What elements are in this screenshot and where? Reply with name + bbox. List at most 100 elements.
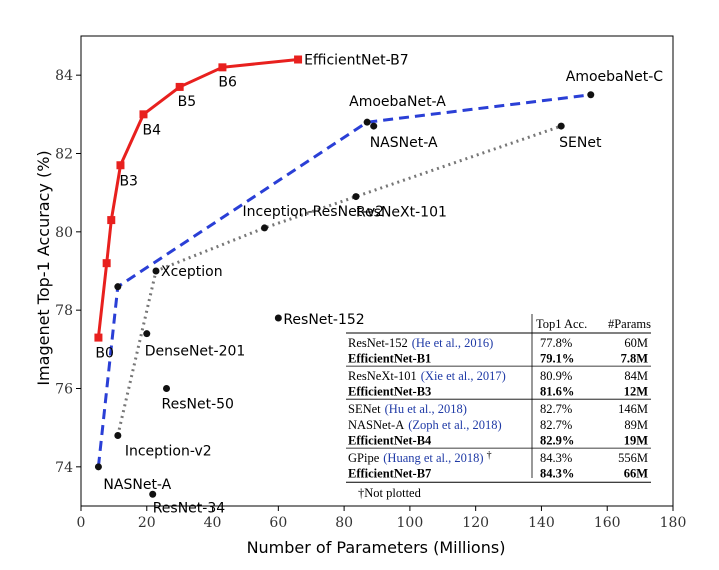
efficientnet-label: B4 [142, 122, 161, 138]
table-params: 60M [624, 336, 648, 350]
model-label: ResNeXt-101 [356, 205, 447, 221]
model-label: SENet [559, 135, 602, 151]
model-point [261, 224, 269, 232]
table-model-name-text: SENet [348, 402, 381, 416]
table-model-name: SENet (Hu et al., 2018) [348, 402, 467, 416]
table-model-name: EfficientNet-B4 [348, 434, 432, 448]
series-layer [96, 58, 591, 467]
model-point [152, 267, 160, 275]
table-acc: 82.9% [540, 434, 574, 448]
table-acc: 84.3% [540, 451, 572, 465]
table-model-name-text: ResNet-152 [348, 336, 408, 350]
x-tick-label: 100 [397, 515, 424, 531]
efficientnet-point [116, 161, 125, 170]
table-acc: 79.1% [540, 352, 574, 366]
table-model-ref: (Huang et al., 2018) [383, 451, 483, 465]
y-tick-label: 74 [55, 460, 73, 476]
labels-layer: NASNet-A Inception-v2 ResNet-34 ResNet-50 De… [95, 53, 663, 517]
table-model-name-text: EfficientNet-B4 [348, 434, 432, 448]
model-label: Inception-ResNet-v2 [243, 204, 385, 220]
model-label: AmoebaNet-C [566, 69, 663, 85]
table-acc: 82.7% [540, 402, 572, 416]
x-tick-label: 140 [528, 515, 555, 531]
y-tick-label: 80 [55, 225, 73, 241]
model-point [163, 385, 171, 392]
table-acc: 80.9% [540, 369, 572, 383]
model-label: NASNet-A [103, 477, 171, 493]
table-acc: 82.7% [540, 418, 572, 432]
x-tick-label: 60 [269, 515, 287, 531]
table-header-acc: Top1 Acc. [536, 317, 587, 331]
table-model-name-text: GPipe [348, 451, 380, 465]
table-params: 556M [618, 451, 648, 465]
table-footnote: †Not plotted [358, 486, 422, 500]
table-params: 146M [618, 402, 648, 416]
x-tick-label: 180 [660, 515, 687, 531]
model-label: DenseNet-201 [145, 344, 246, 360]
model-point [587, 91, 595, 99]
efficientnet-label: B3 [119, 173, 138, 189]
model-label: ResNet-152 [283, 312, 364, 328]
table-model-name: ResNet-152 (He et al., 2016) [348, 336, 493, 350]
table-params: 12M [624, 385, 649, 399]
x-tick-label: 0 [77, 515, 86, 531]
series-line-2 [116, 124, 562, 436]
y-tick-label: 84 [55, 68, 73, 84]
model-point [352, 193, 360, 201]
table-model-name: NASNet-A (Zoph et al., 2018) [348, 418, 502, 432]
x-tick-label: 20 [138, 515, 156, 531]
model-point [274, 314, 282, 322]
table-params: 19M [624, 434, 649, 448]
model-label: NASNet-A [370, 135, 438, 151]
table-model-name-text: EfficientNet-B3 [348, 385, 431, 399]
plot-frame [80, 35, 674, 507]
efficientnet-label: B6 [218, 74, 237, 90]
series-line-1 [96, 93, 591, 467]
efficientnet-label: B0 [95, 346, 114, 362]
model-point [143, 330, 151, 338]
efficientnet-label: EfficientNet-B7 [304, 53, 409, 69]
table-params: 66M [624, 467, 649, 481]
table-acc: 77.8% [540, 336, 572, 350]
efficientnet-point [218, 63, 227, 72]
x-tick-label: 80 [335, 515, 353, 531]
table-acc: 84.3% [540, 467, 574, 481]
x-tick-label: 40 [204, 515, 222, 531]
model-point [363, 118, 371, 126]
table-model-name-text: ResNeXt-101 [348, 369, 417, 383]
table-model-name: GPipe (Huang et al., 2018) † [348, 450, 492, 465]
model-point [114, 432, 122, 439]
axes: 0 20 40 60 80 100 120 140 160 180 74 76 78 80 82 84 [55, 35, 687, 531]
model-point [370, 122, 378, 130]
model-label: Xception [161, 264, 223, 280]
comparison-table: Top1 Acc. #Params ResNet-152 (He et al., 20… [346, 314, 651, 500]
efficientnet-point [139, 110, 148, 119]
table-model-name: EfficientNet-B1 [348, 352, 431, 366]
series-line-0 [96, 58, 299, 338]
model-label: Inception-v2 [125, 444, 212, 460]
efficientnet-point [175, 82, 184, 91]
table-model-ref: (Xie et al., 2017) [421, 369, 506, 383]
table-dagger: † [487, 450, 492, 461]
y-axis-label: Imagenet Top-1 Accuracy (%) [34, 150, 53, 385]
points-layer [94, 55, 595, 498]
table-model-name-text: EfficientNet-B1 [348, 352, 431, 366]
table-model-ref: (Zoph et al., 2018) [408, 418, 501, 432]
efficientnet-point [94, 333, 103, 342]
model-label: ResNet-34 [153, 500, 226, 516]
table-model-ref: (Hu et al., 2018) [385, 402, 467, 416]
model-point [114, 283, 122, 291]
table-params: 89M [624, 418, 648, 432]
table-header-params: #Params [608, 317, 651, 331]
model-point [557, 122, 565, 130]
y-tick-label: 78 [55, 303, 73, 319]
efficientnet-point [102, 259, 111, 268]
table-model-name-text: EfficientNet-B7 [348, 467, 431, 481]
table-params: 84M [624, 369, 648, 383]
table-model-name: EfficientNet-B7 [348, 467, 431, 481]
y-tick-label: 82 [55, 147, 73, 163]
table-model-name: EfficientNet-B3 [348, 385, 431, 399]
table-model-ref: (He et al., 2016) [412, 336, 494, 350]
table-params: 7.8M [621, 352, 649, 366]
